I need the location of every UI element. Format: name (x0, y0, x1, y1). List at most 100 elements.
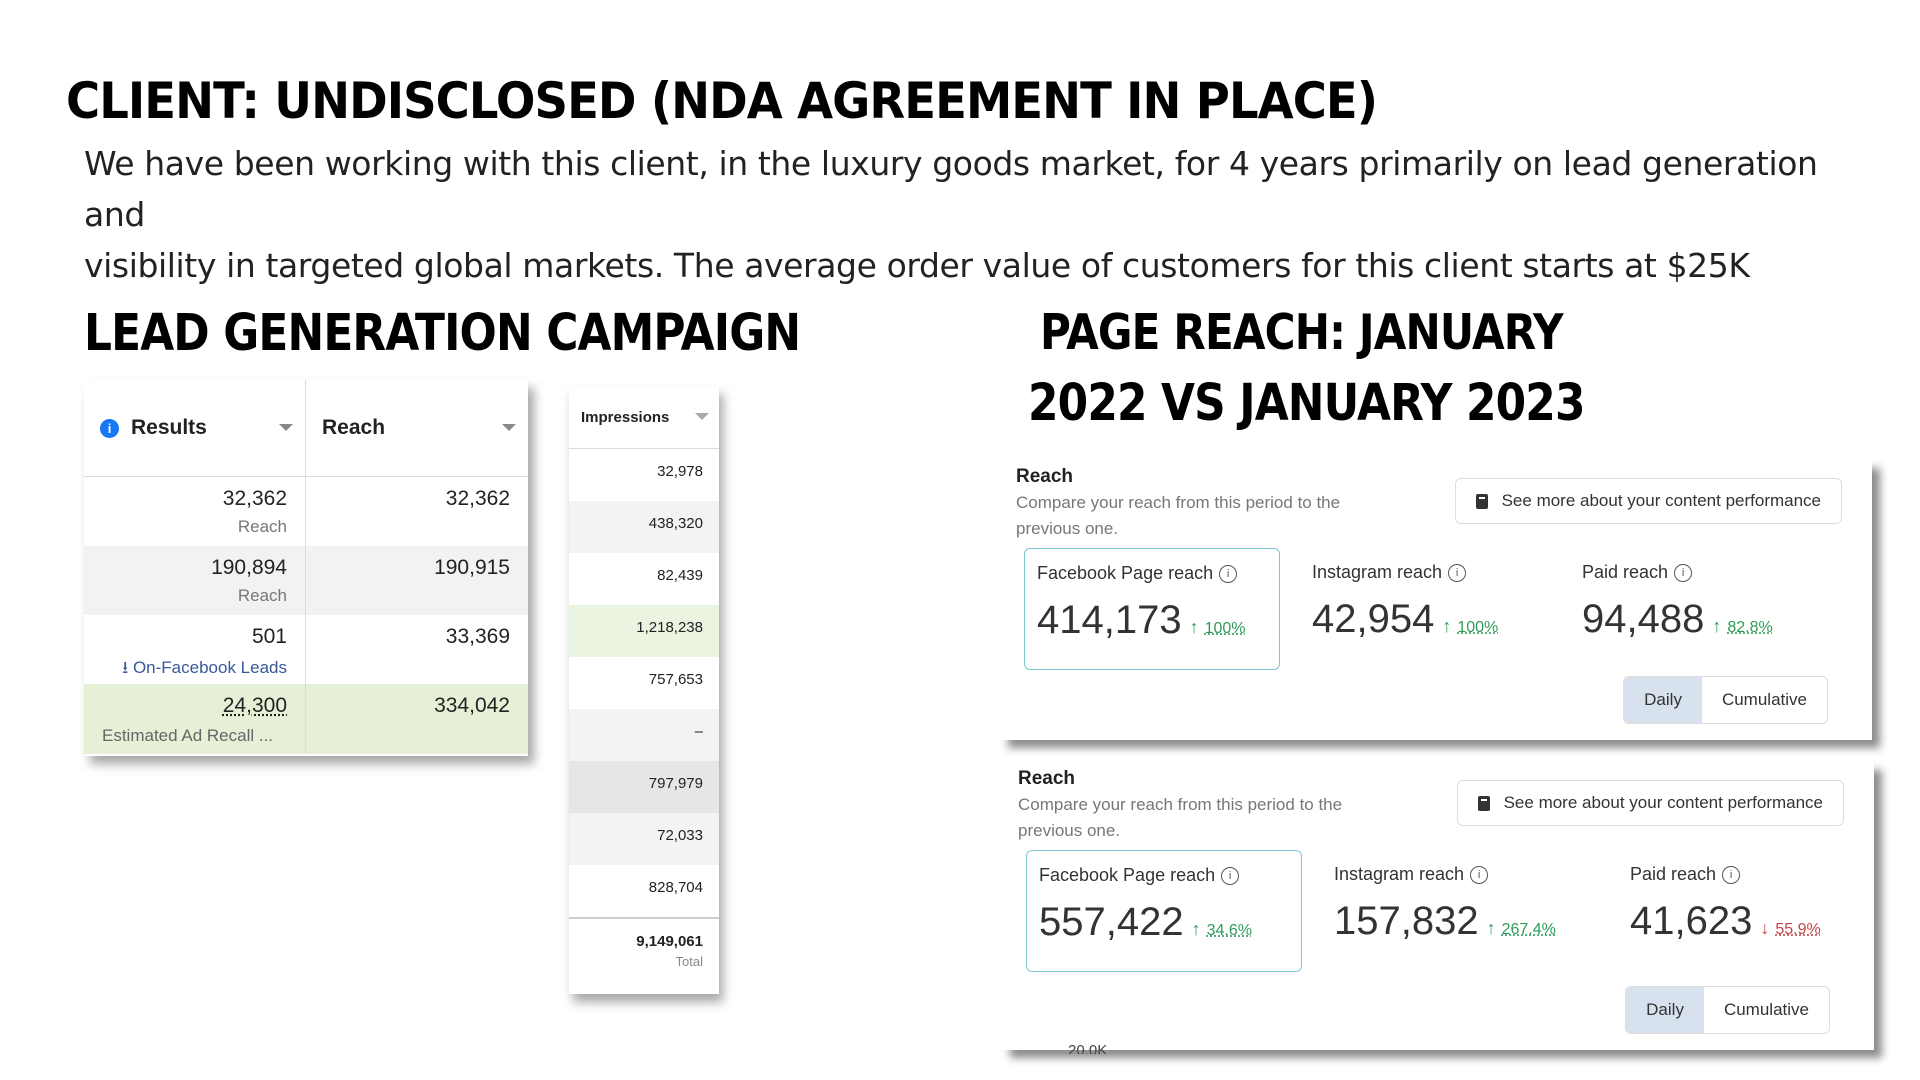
page-reach-heading-line-2: 2022 VS JANUARY 2023 (1028, 374, 1585, 433)
result-type: Reach (237, 586, 287, 605)
reach-column-header[interactable]: Reach (306, 380, 528, 476)
results-header-label: Results (131, 416, 207, 439)
results-cell: 190,894 Reach (84, 546, 306, 615)
metric-label: Facebook Page reach (1039, 865, 1216, 885)
result-value: 190,894 (211, 556, 287, 579)
impressions-header-label: Impressions (581, 408, 670, 426)
results-column-header[interactable]: i Results (84, 380, 306, 476)
reach-value: 334,042 (434, 694, 510, 717)
sort-caret-icon[interactable] (279, 424, 293, 431)
paid-reach-metric[interactable]: Paid reach i 94,488 ↑ 82.8% (1570, 548, 1830, 670)
impressions-total-value: 9,149,061 (636, 933, 703, 950)
facebook-page-reach-metric[interactable]: Facebook Page reach i 414,173 ↑ 100% (1024, 548, 1280, 670)
content-performance-button[interactable]: See more about your content performance (1456, 780, 1844, 826)
card-title: Reach (1016, 466, 1074, 487)
result-type-link[interactable]: ⭳ On-Facebook Leads (94, 655, 287, 684)
metric-value: 157,832 (1334, 899, 1479, 943)
impressions-header[interactable]: Impressions (569, 386, 719, 449)
arrow-up-icon: ↑ (1712, 616, 1722, 636)
facebook-page-reach-metric[interactable]: Facebook Page reach i 557,422 ↑ 34.6% (1026, 850, 1302, 972)
table-row: 24,300 Estimated Ad Recall ... 334,042 (84, 684, 528, 754)
sort-caret-icon[interactable] (695, 413, 709, 420)
reach-cell: 334,042 (306, 684, 528, 754)
impressions-cell: 757,653 (648, 671, 703, 688)
metric-change[interactable]: 100% (1204, 620, 1246, 637)
arrow-up-icon: ↑ (1486, 918, 1496, 938)
leads-link-label[interactable]: On-Facebook Leads (132, 658, 287, 677)
info-icon[interactable]: i (1470, 865, 1489, 884)
reach-cell: 190,915 (306, 546, 528, 615)
arrow-up-icon: ↑ (1191, 919, 1201, 939)
metric-change[interactable]: 267.4% (1501, 921, 1556, 938)
daily-cumulative-toggle: Daily Cumulative (1625, 986, 1830, 1034)
table-header: i Results Reach (84, 380, 528, 477)
instagram-reach-metric[interactable]: Instagram reach i 157,832 ↑ 267.4% (1322, 850, 1592, 972)
results-reach-table: i Results Reach 32,362 Reach 32,362 190,… (84, 380, 528, 756)
impressions-cell: – (569, 709, 719, 761)
results-cell: 32,362 Reach (84, 477, 306, 546)
chart-axis-label: 20.0K (1068, 1042, 1108, 1054)
info-icon[interactable]: i (1221, 866, 1240, 885)
impressions-column: Impressions 32,978 438,320 82,439 1,218,… (569, 386, 719, 994)
impressions-cell: 797,979 (569, 761, 719, 813)
content-performance-button[interactable]: See more about your content performance (1454, 478, 1842, 524)
info-icon[interactable]: i (1674, 563, 1693, 582)
metric-label: Facebook Page reach (1037, 563, 1214, 583)
metric-label: Paid reach (1582, 562, 1669, 582)
book-icon (1477, 795, 1490, 811)
result-value: 501 (251, 625, 287, 648)
metric-label: Instagram reach (1334, 864, 1465, 884)
metric-value: 414,173 (1037, 598, 1182, 642)
reach-value: 33,369 (445, 625, 510, 648)
metric-value: 557,422 (1039, 900, 1184, 944)
metric-value: 41,623 (1630, 899, 1753, 943)
arrow-up-icon: ↑ (1442, 616, 1452, 636)
metric-label: Instagram reach (1312, 562, 1443, 582)
cumulative-toggle-button[interactable]: Cumulative (1721, 690, 1807, 709)
results-cell: 501 ⭳ On-Facebook Leads (84, 615, 306, 684)
download-icon: ⭳ (122, 658, 129, 677)
result-type: Reach (237, 517, 287, 536)
paid-reach-metric[interactable]: Paid reach i 41,623 ↓ 55.9% (1618, 850, 1868, 972)
reach-card-january-2023: Reach Compare your reach from this perio… (1002, 762, 1874, 1054)
metric-change[interactable]: 82.8% (1727, 619, 1773, 636)
intro-line-1: We have been working with this client, i… (84, 144, 1818, 234)
reach-cell: 33,369 (306, 615, 528, 684)
impressions-cell: 32,978 (657, 463, 703, 480)
metric-value: 42,954 (1312, 597, 1435, 641)
info-icon[interactable]: i (1219, 564, 1238, 583)
reach-value: 190,915 (434, 556, 510, 579)
book-icon (1475, 493, 1488, 509)
impressions-cell: 828,704 (648, 879, 703, 896)
result-type: Estimated Ad Recall ... (102, 726, 274, 745)
table-row: 501 ⭳ On-Facebook Leads 33,369 (84, 615, 528, 684)
page-reach-heading-line-1: PAGE REACH: JANUARY (1040, 304, 1564, 361)
client-heading: CLIENT: UNDISCLOSED (NDA AGREEMENT IN PL… (66, 72, 1378, 130)
arrow-down-icon: ↓ (1760, 918, 1770, 938)
info-icon[interactable]: i (1448, 563, 1467, 582)
metric-change[interactable]: 55.9% (1775, 921, 1821, 938)
impressions-total-label: Total (675, 954, 703, 969)
reach-cell: 32,362 (306, 477, 528, 546)
result-value[interactable]: 24,300 (222, 694, 287, 717)
impressions-cell: 72,033 (569, 813, 719, 865)
card-description: Compare your reach from this period to t… (1018, 795, 1343, 840)
table-row: 190,894 Reach 190,915 (84, 546, 528, 615)
metric-value: 94,488 (1582, 597, 1705, 641)
impressions-cell: 1,218,238 (569, 605, 719, 657)
metric-change[interactable]: 100% (1457, 619, 1499, 636)
lead-generation-heading: LEAD GENERATION CAMPAIGN (84, 304, 801, 363)
daily-toggle-button[interactable]: Daily (1624, 677, 1702, 723)
reach-card-january-2022: Reach Compare your reach from this perio… (1000, 460, 1872, 740)
content-performance-label: See more about your content performance (1501, 491, 1821, 510)
daily-toggle-button[interactable]: Daily (1626, 987, 1704, 1033)
info-icon[interactable]: i (1722, 865, 1741, 884)
cumulative-toggle-button[interactable]: Cumulative (1723, 1000, 1809, 1019)
intro-line-2: visibility in targeted global markets. T… (84, 246, 1750, 285)
reach-value: 32,362 (445, 487, 510, 510)
metric-change[interactable]: 34.6% (1206, 922, 1252, 939)
info-icon[interactable]: i (100, 418, 119, 438)
instagram-reach-metric[interactable]: Instagram reach i 42,954 ↑ 100% (1300, 548, 1550, 670)
metric-label: Paid reach (1630, 864, 1717, 884)
sort-caret-icon[interactable] (502, 424, 516, 431)
